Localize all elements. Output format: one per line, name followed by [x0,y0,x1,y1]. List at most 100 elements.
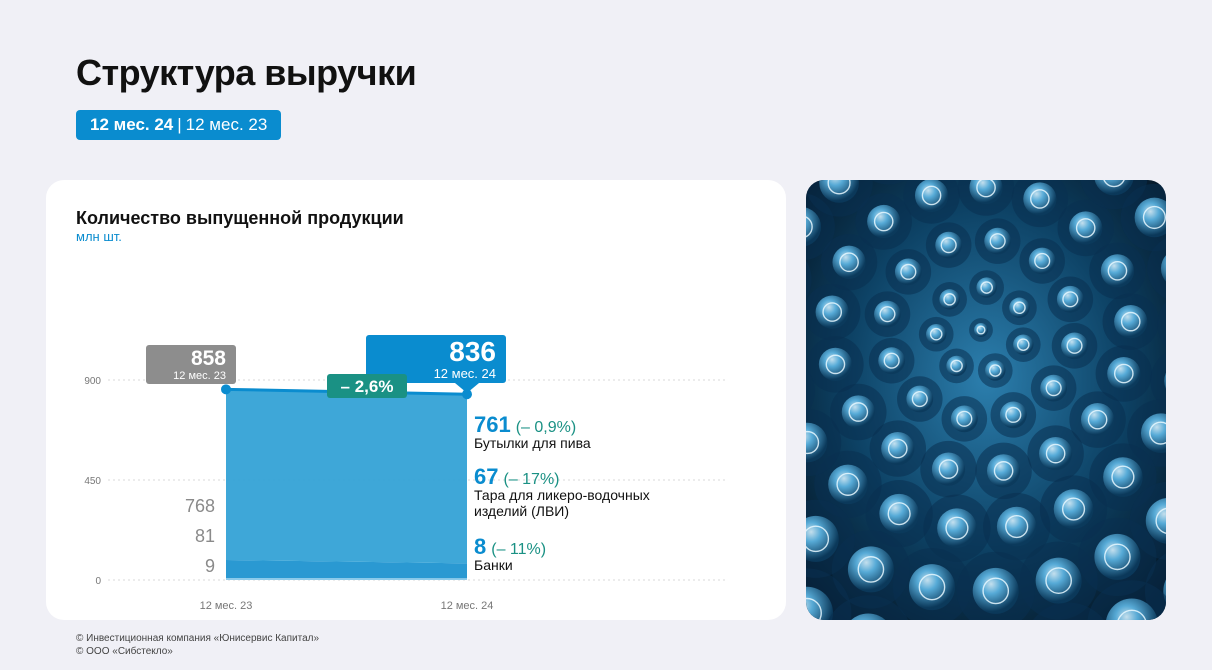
bottle-mouth [918,573,946,601]
series-end-value: 761 [474,412,511,437]
start-value-label: 81 [195,526,215,546]
series-value-label: 761 (– 0,9%) [474,412,576,437]
bottle-mouth [1062,291,1079,308]
bottle-mouth [883,352,900,369]
bottle-mouth [929,327,943,341]
bottle-neck [841,395,875,429]
bottle-mouth [1111,465,1135,489]
area-beer-bottles [226,389,467,564]
bottle-mouth [1155,507,1166,534]
total-period-2024: 12 мес. 24 [434,366,496,381]
bottle-mouth [988,364,1002,377]
bottle-shadow [806,260,812,298]
bottle-mouth [879,306,896,323]
bottle-mouth [900,263,917,280]
series-change: (– 17%) [503,471,559,488]
bottle-shadow [1150,352,1166,410]
series-value-label: 67 (– 17%) [474,464,560,489]
bottle-neck [1114,305,1148,339]
bottle-neck [1107,356,1141,391]
bottle-neck [946,355,967,377]
bottle-mouth [1120,311,1141,332]
change-value: – 2,6% [341,377,394,396]
bottle-neck [1094,533,1141,580]
bottle-mouth [822,302,843,322]
bottle-shadow [1033,602,1104,620]
bottle-neck [972,567,1019,614]
bottle-neck [806,207,822,247]
bottle-mouth [1005,406,1022,423]
y-tick-label: 900 [84,376,101,387]
bottle-mouth [1117,609,1147,620]
area-cans [226,578,467,580]
bottle-mouth [980,281,993,294]
bottle-neck [1100,254,1135,288]
bottle-neck [906,385,934,413]
period-badge: 12 мес. 24 | 12 мес. 23 [76,110,282,140]
total-point-2024 [462,389,472,400]
bottle-mouth [1034,252,1051,270]
bottle-neck [1013,334,1034,355]
series-end-value: 67 [474,464,498,489]
bottle-mouth [1107,260,1128,281]
bottle-neck [1094,180,1134,196]
bottle-shadow [1157,301,1166,348]
bottle-neck [1053,489,1094,529]
bottle-mouth [982,577,1010,605]
bottle-mouth [950,359,963,373]
bottle-neck [1164,372,1166,389]
bottle-shadow [871,180,906,185]
bottle-neck [806,515,839,562]
total-value-2024: 836 [449,336,496,367]
bottle-mouth [938,459,959,479]
bottle-neck [832,245,866,279]
bottle-neck [874,300,901,328]
bottle-mouth [806,525,830,553]
bottle-mouth [945,516,969,540]
bottle-neck [1028,247,1056,275]
bottle-neck [1106,598,1158,620]
bottle-neck [1103,457,1143,497]
bottle-neck [926,324,947,345]
bottle-neck [1056,285,1084,313]
bottle-mouth [940,237,957,254]
total-badge-2024-pointer [455,383,479,393]
footer-copyright-1: © Инвестиционная компания «Юнисервис Кап… [76,633,320,644]
total-value-2023: 858 [191,347,226,370]
bottle-mouth [1149,421,1166,445]
page-title: Структура выручки [76,52,417,93]
bottle-neck [1039,437,1073,471]
bottle-neck [806,586,834,620]
total-period-2023: 12 мес. 23 [173,370,226,382]
bottle-neck [986,454,1021,488]
bottle-neck [931,452,966,486]
bottle-mouth [993,461,1014,481]
bottle-neck [939,289,960,310]
bottle-neck [996,506,1037,547]
bottle-mouth [1113,363,1134,384]
chart-unit: млн шт. [76,229,122,244]
series-value-label: 8 (– 11%) [474,534,546,559]
x-tick-label: 12 мес. 23 [200,600,253,612]
bottle-mouth [1142,205,1166,230]
bottle-mouth [887,438,908,459]
chart-card: Количество выпущенной продукции млн шт. … [46,180,786,620]
bottle-mouth [873,211,894,232]
series-name-label: Тара для ликеро-водочных [474,487,650,503]
bottle-neck [1061,332,1088,360]
bottle-neck [937,508,977,548]
total-point-2023 [221,384,231,395]
bottle-mouth [806,597,822,620]
bottle-neck [999,401,1027,429]
chart-title: Количество выпущенной продукции [76,208,404,228]
bottle-mouth [848,402,869,422]
bottle-mouth [839,252,859,273]
bottle-mouth [1013,301,1026,315]
bottle-mouth [1103,180,1125,188]
bottle-mouth [1030,189,1050,209]
bottle-neck [894,258,922,286]
bottle-mouth [956,410,973,427]
series-change: (– 11%) [491,541,546,558]
bottle-neck [1009,297,1030,318]
